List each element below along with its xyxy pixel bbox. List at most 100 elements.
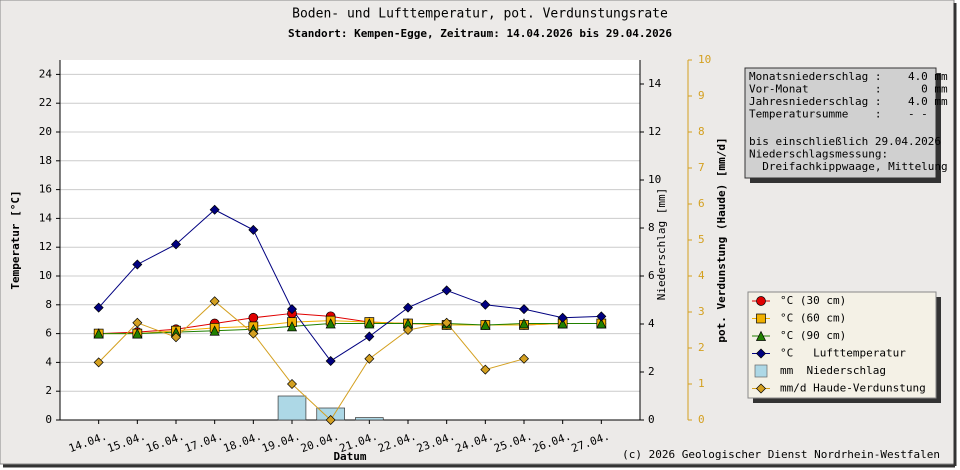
marker: [132, 259, 143, 270]
legend-label: °C (90 cm): [780, 329, 846, 342]
marker: [248, 312, 259, 323]
legend-label: mm/d Haude-Verdunstung: [780, 382, 926, 395]
y-tick-label: 12: [39, 240, 52, 253]
info-box: [744, 67, 937, 179]
bar: [355, 417, 384, 421]
y3-tick-label: 2: [698, 341, 705, 354]
marker: [93, 302, 104, 313]
y3-axis-title: pot. Verdunstung (Haude) [mm/d]: [715, 137, 728, 342]
series-line: [98, 209, 602, 362]
marker: [325, 318, 336, 329]
marker: [519, 304, 529, 315]
legend-label: mm Niederschlag: [780, 364, 886, 377]
marker: [248, 328, 259, 339]
y3-tick-label: 6: [698, 197, 705, 210]
y-tick-label: 22: [39, 96, 52, 109]
marker: [403, 302, 413, 313]
legend-marker: [755, 330, 767, 341]
y-tick-label: 10: [39, 269, 52, 282]
y3-tick-label: 9: [698, 89, 705, 102]
legend: [747, 291, 937, 399]
y-tick-label: 6: [45, 327, 52, 340]
marker: [287, 304, 297, 315]
marker: [209, 296, 220, 307]
marker: [441, 285, 452, 296]
series-line: [98, 323, 602, 335]
marker: [171, 239, 181, 250]
legend-label: °C (60 cm): [780, 312, 846, 325]
y3-tick-label: 8: [698, 125, 705, 138]
marker: [557, 318, 568, 329]
marker: [480, 319, 491, 330]
y-tick-label: 18: [39, 154, 52, 167]
marker: [286, 321, 298, 332]
y2-tick-label: 2: [648, 365, 655, 378]
marker: [557, 312, 568, 323]
info-line: Temperatursumme : - -: [749, 108, 928, 121]
marker: [132, 328, 143, 339]
marker: [364, 318, 375, 329]
marker: [287, 379, 297, 389]
chart-title: Boden- und Lufttemperatur, pot. Verdunst…: [292, 7, 668, 22]
chart-subtitle: Standort: Kempen-Egge, Zeitraum: 14.04.2…: [288, 27, 672, 40]
y-tick-label: 16: [39, 183, 52, 196]
info-line: Monatsniederschlag : 4.0 mm: [749, 70, 948, 83]
y2-tick-label: 8: [648, 221, 655, 234]
series-line: [98, 300, 525, 421]
marker: [93, 357, 104, 368]
marker: [325, 355, 336, 366]
marker: [596, 311, 607, 322]
marker: [325, 415, 336, 425]
legend-marker: [756, 348, 766, 359]
marker: [209, 204, 220, 215]
y3-tick-label: 5: [698, 233, 705, 246]
marker: [518, 318, 530, 329]
y2-tick-label: 0: [648, 413, 655, 426]
marker: [364, 353, 375, 364]
marker: [480, 299, 491, 310]
info-line: Jahresniederschlag : 4.0 mm: [749, 95, 948, 108]
y2-tick-label: 6: [648, 269, 655, 282]
y2-tick-label: 12: [648, 125, 661, 138]
legend-marker: [756, 313, 766, 324]
marker: [596, 318, 607, 329]
y-tick-label: 4: [45, 355, 52, 368]
y-tick-label: 24: [39, 67, 53, 80]
footer: (c) 2026 Geologischer Dienst Nordrhein-W…: [622, 448, 940, 461]
y2-axis-title: Niederschlag [mm]: [655, 188, 668, 301]
plot-area: [60, 60, 640, 420]
y2-tick-label: 14: [648, 77, 662, 90]
marker: [171, 332, 181, 343]
y2-tick-label: 4: [648, 317, 655, 330]
legend-label: °C Lufttemperatur: [780, 347, 906, 360]
legend-label: °C (30 cm): [780, 294, 846, 307]
marker: [441, 317, 452, 328]
info-line: bis einschließlich 29.04.2026: [749, 135, 941, 148]
y2-tick-label: 10: [648, 173, 661, 186]
y3-tick-label: 1: [698, 377, 705, 390]
y3-tick-label: 4: [698, 269, 705, 282]
legend-marker: [756, 383, 766, 394]
y3-tick-label: 3: [698, 305, 705, 318]
y-tick-label: 20: [39, 125, 52, 138]
info-line: Niederschlagsmessung:: [749, 148, 888, 161]
marker: [480, 364, 491, 375]
y-tick-label: 2: [45, 384, 52, 397]
y-tick-label: 14: [39, 211, 53, 224]
legend-marker: [754, 364, 768, 378]
marker: [364, 331, 375, 342]
y3-tick-label: 0: [698, 413, 705, 426]
marker: [403, 325, 413, 335]
bar: [277, 395, 307, 421]
marker: [248, 224, 259, 235]
y3-tick-label: 7: [698, 161, 705, 174]
x-axis-title: Datum: [333, 450, 366, 463]
marker: [93, 328, 104, 339]
legend-marker: [756, 296, 766, 306]
marker: [132, 317, 143, 328]
info-line: Dreifachkippwaage, Mittelung: [749, 160, 948, 173]
y-tick-label: 0: [45, 413, 52, 426]
info-line: Vor-Monat : 0 mm: [749, 83, 948, 96]
y-axis-title: Temperatur [°C]: [9, 190, 22, 289]
